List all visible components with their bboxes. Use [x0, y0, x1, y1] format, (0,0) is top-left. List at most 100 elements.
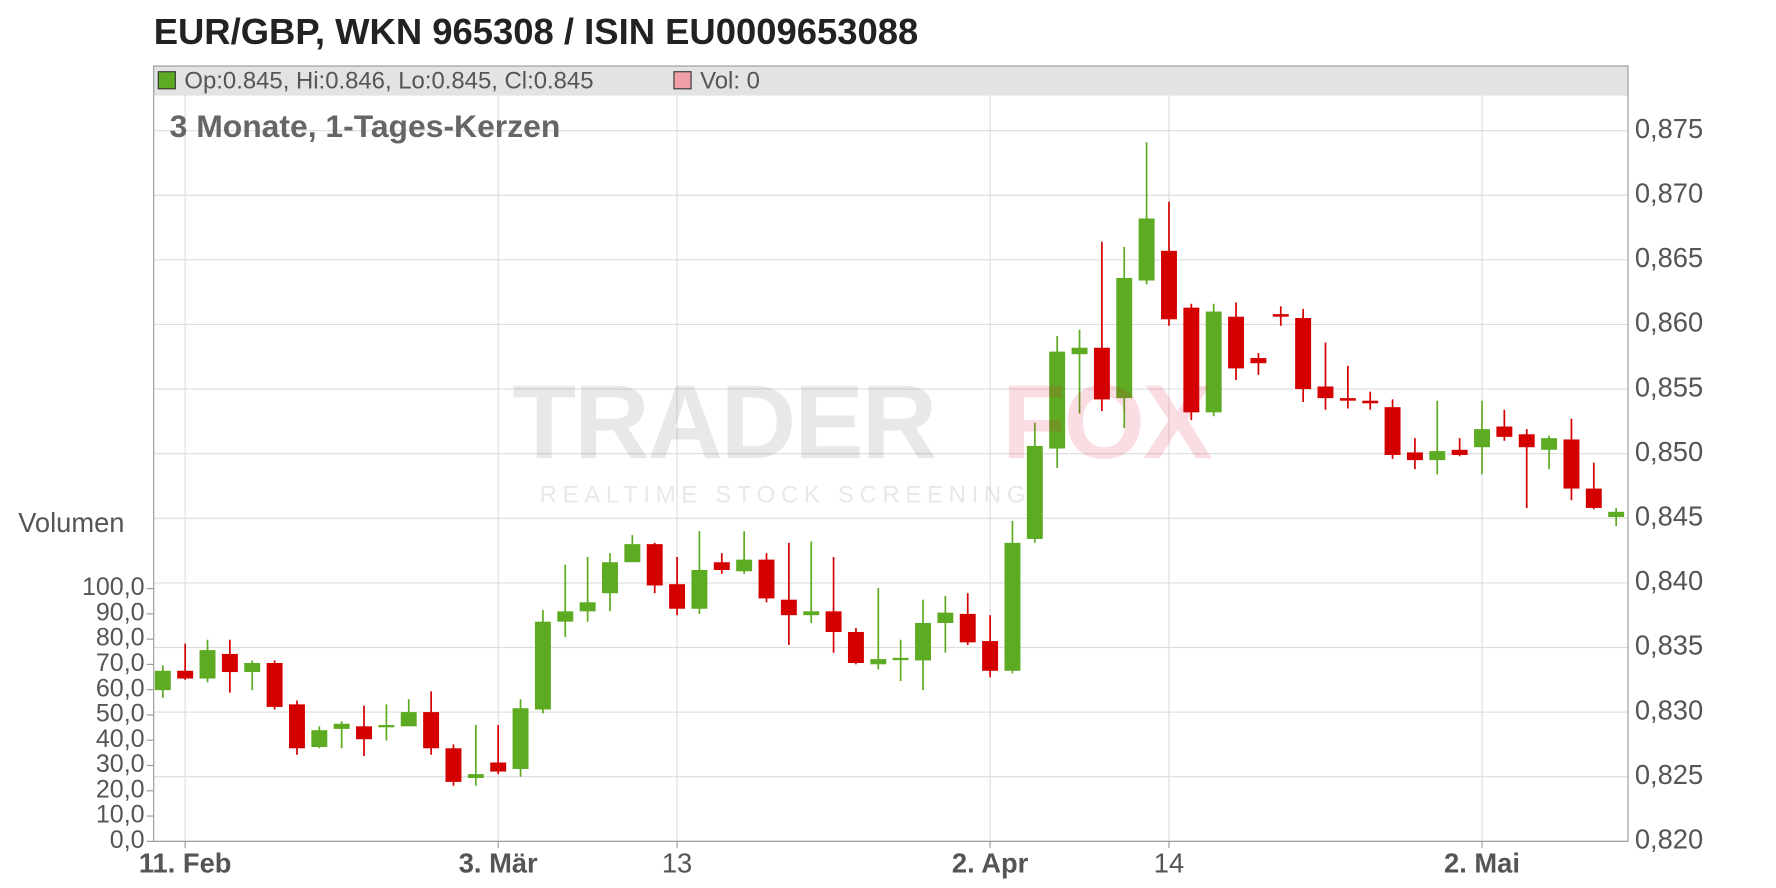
y-tick-label: 0,840: [1635, 565, 1703, 596]
candle-body: [825, 611, 842, 632]
candle-body: [1250, 358, 1267, 364]
candle-body: [959, 613, 976, 643]
y2-tick-label: 0,0: [110, 826, 145, 854]
candle-body: [915, 622, 931, 661]
watermark-tagline: REALTIME STOCK SCREENING: [540, 482, 1032, 509]
candle-body: [1451, 449, 1468, 455]
x-tick-label: 2. Apr: [952, 847, 1029, 878]
candle-body: [557, 611, 574, 622]
candle-body: [1004, 542, 1021, 671]
candle-body: [602, 562, 618, 594]
x-tick-label: 11. Feb: [139, 847, 232, 878]
legend-band: [153, 66, 1629, 96]
candle-body: [1295, 318, 1312, 390]
candle-body: [1228, 316, 1245, 369]
y-tick-label: 0,850: [1635, 436, 1703, 467]
candle-body: [1138, 218, 1155, 281]
candle-body: [1406, 452, 1423, 461]
candle-body: [736, 559, 753, 572]
candle-body: [691, 569, 708, 609]
y2-tick-label: 80,0: [96, 624, 145, 652]
watermark-brand: FOX: [1002, 364, 1212, 481]
y-tick-label: 0,860: [1635, 307, 1703, 338]
candle-body: [534, 621, 551, 710]
candle-body: [1518, 434, 1535, 448]
x-tick-label: 2. Mai: [1444, 847, 1520, 878]
candle-body: [177, 670, 194, 679]
candle-body: [624, 544, 641, 563]
y2-tick-label: 50,0: [96, 700, 145, 728]
candle-body: [423, 712, 440, 749]
candle-body: [1541, 438, 1558, 450]
candle-body: [467, 774, 484, 779]
candle-body: [1474, 429, 1490, 448]
candle-body: [244, 663, 261, 673]
x-tick-label: 3. Mär: [459, 847, 538, 878]
candle-body: [1272, 314, 1289, 317]
candle-body: [1205, 311, 1222, 413]
candle-body: [1563, 439, 1580, 489]
candle-body: [1183, 307, 1200, 413]
candle-body: [847, 631, 864, 664]
candle-body: [1496, 426, 1513, 437]
legend-price: Op:0.845, Hi:0.846, Lo:0.845, Cl:0.845: [184, 67, 593, 94]
candle-body: [1384, 407, 1401, 455]
y2-tick-label: 60,0: [96, 674, 145, 702]
candle-body: [982, 641, 999, 671]
candle-body: [1161, 250, 1177, 320]
candle-body: [154, 670, 171, 691]
candle-body: [1317, 386, 1334, 399]
candle-body: [1026, 445, 1043, 539]
candle-body: [669, 584, 686, 609]
candle-body: [512, 708, 529, 769]
legend-swatch: [157, 71, 176, 90]
candle-body: [1608, 511, 1625, 517]
candle-body: [803, 611, 820, 616]
candle-body: [266, 663, 283, 707]
chart-subtitle: 3 Monate, 1-Tages-Kerzen: [170, 108, 561, 144]
candle-body: [1585, 488, 1602, 508]
y-tick-label: 0,825: [1635, 759, 1703, 790]
candle-body: [1429, 451, 1446, 461]
watermark-brand: TRADER: [512, 364, 935, 481]
candle-body: [1049, 351, 1066, 449]
candle-body: [311, 730, 328, 747]
plot-frame: [153, 65, 1629, 842]
candle-body: [937, 612, 954, 623]
y2-tick-label: 70,0: [96, 649, 145, 677]
candle-body: [356, 726, 373, 740]
y-tick-label: 0,855: [1635, 371, 1703, 402]
candle-body: [758, 559, 775, 599]
y-tick-label: 0,870: [1635, 177, 1703, 208]
candle-body: [713, 562, 730, 570]
legend-volume: Vol: 0: [700, 67, 760, 94]
chart-title: EUR/GBP, WKN 965308 / ISIN EU0009653088: [154, 11, 919, 52]
candle-body: [1116, 277, 1133, 399]
candle-body: [1071, 347, 1088, 355]
legend-swatch: [673, 71, 692, 90]
candle-body: [400, 712, 417, 727]
candle-body: [646, 544, 663, 586]
y-tick-label: 0,865: [1635, 242, 1703, 273]
candle-body: [579, 602, 596, 612]
y-tick-label: 0,820: [1635, 824, 1703, 855]
x-tick-label: 13: [662, 847, 692, 878]
y2-axis-label: Volumen: [18, 507, 124, 538]
candle-body: [1362, 400, 1379, 404]
candle-body: [1339, 398, 1356, 401]
y2-tick-label: 30,0: [96, 750, 145, 778]
candle-body: [288, 704, 305, 749]
y-tick-label: 0,830: [1635, 694, 1703, 725]
y2-tick-label: 40,0: [96, 725, 145, 753]
candle-body: [333, 723, 350, 729]
y2-tick-label: 10,0: [96, 801, 145, 829]
candle-body: [780, 599, 797, 616]
y-tick-label: 0,835: [1635, 630, 1703, 661]
candle-body: [892, 657, 909, 661]
y2-tick-label: 100,0: [82, 573, 145, 601]
candle-body: [445, 748, 462, 782]
y2-tick-label: 90,0: [96, 598, 145, 626]
candle-body: [199, 650, 216, 679]
